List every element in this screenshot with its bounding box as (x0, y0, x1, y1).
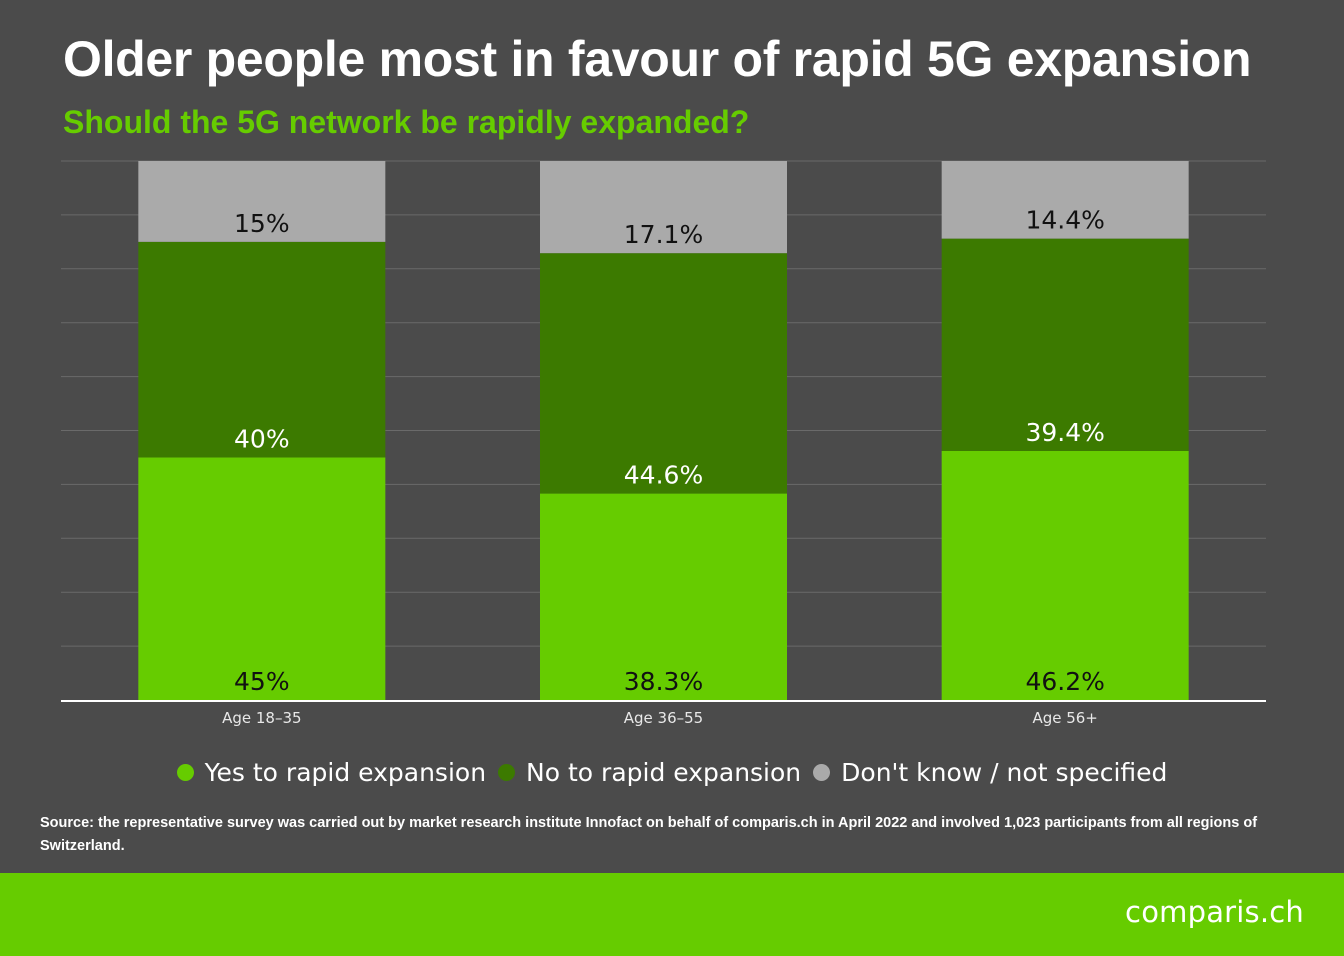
legend-label-yes: Yes to rapid expansion (204, 758, 487, 787)
legend-swatch-no (498, 764, 516, 781)
legend-label-dont-know: Don't know / not specified (841, 758, 1168, 787)
legend-swatch-yes (176, 764, 194, 781)
footer-bar: comparis.ch (0, 873, 1344, 956)
bar-segment (941, 238, 1189, 451)
data-label: 15% (234, 209, 290, 238)
bar-segment (540, 253, 787, 494)
brand-logo: comparis.ch (1125, 895, 1304, 929)
bar-segment (138, 161, 386, 242)
bar-segment (138, 241, 386, 458)
data-label: 14.4% (1025, 206, 1104, 235)
legend-label-no: No to rapid expansion (526, 758, 802, 787)
bar-segment (941, 450, 1189, 700)
data-label: 46.2% (1025, 667, 1104, 696)
chart-title: Older people most in favour of rapid 5G … (63, 31, 1252, 87)
source-note: Source: the representative survey was ca… (40, 815, 1258, 854)
bar-segment (941, 161, 1189, 239)
bar-segment (138, 457, 386, 700)
bar-segment (540, 493, 787, 700)
data-label: 45% (234, 667, 290, 696)
legend-swatch-dont-know (813, 764, 831, 781)
data-label: 44.6% (624, 461, 703, 490)
data-label: 39.4% (1025, 418, 1104, 447)
legend-item-yes: Yes to rapid expansion (176, 758, 487, 787)
x-tick-label: Age 18–35 (222, 709, 301, 727)
data-label: 17.1% (624, 220, 703, 249)
legend-item-dont-know: Don't know / not specified (813, 758, 1167, 787)
chart-subtitle: Should the 5G network be rapidly expande… (63, 104, 750, 140)
x-tick-label: Age 36–55 (624, 709, 703, 727)
legend-item-no: No to rapid expansion (498, 758, 801, 787)
data-label: 38.3% (624, 667, 703, 696)
x-tick-label: Age 56+ (1032, 709, 1097, 727)
chart-legend: Yes to rapid expansion No to rapid expan… (0, 758, 1344, 787)
data-label: 40% (234, 424, 290, 453)
bar-segment (540, 161, 787, 254)
stacked-bar-chart: 45% 40% 15% Age 18–35 38.3% 44.6% 17.1% Age 36–… (61, 160, 1266, 727)
